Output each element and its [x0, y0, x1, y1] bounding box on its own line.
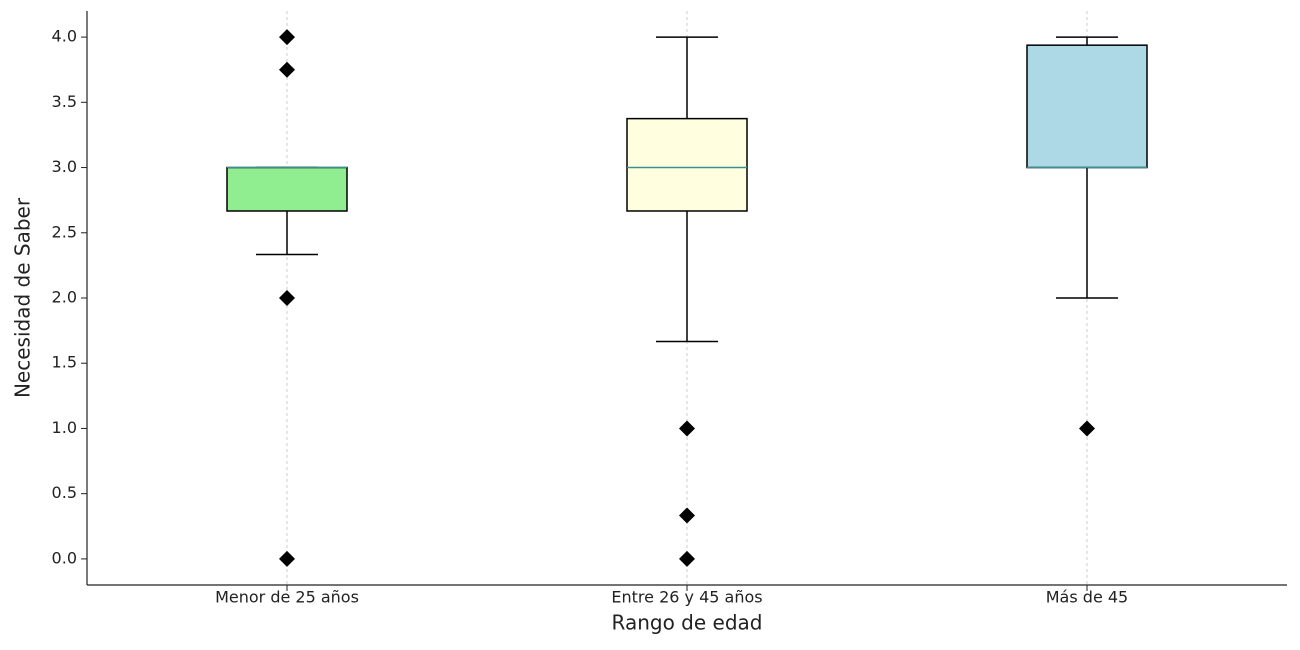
y-tick-label: 4.0 — [52, 27, 77, 46]
flier — [679, 507, 695, 524]
y-tick-label: 1.0 — [52, 418, 77, 437]
y-tick-label: 2.0 — [52, 288, 77, 307]
flier — [279, 290, 295, 306]
y-tick-label: 3.5 — [52, 92, 77, 111]
x-tick-label: Menor de 25 años — [215, 588, 359, 607]
box — [626, 117, 748, 212]
flier — [279, 61, 295, 78]
y-tick-label: 3.0 — [52, 157, 77, 176]
x-tick-label: Entre 26 y 45 años — [611, 588, 762, 607]
flier — [679, 420, 695, 437]
y-tick-label: 2.5 — [52, 222, 77, 241]
flier — [279, 550, 295, 567]
box — [226, 166, 348, 212]
x-axis-title: Rango de edad — [612, 611, 763, 635]
y-tick-label: 0.5 — [52, 483, 77, 502]
x-tick-label: Más de 45 — [1046, 588, 1128, 607]
flier — [1079, 420, 1095, 437]
y-tick-label: 1.5 — [52, 353, 77, 372]
y-axis-title: Necesidad de Saber — [11, 197, 35, 398]
flier — [279, 29, 295, 46]
flier — [679, 550, 695, 567]
box — [1026, 44, 1148, 169]
y-tick-label: 0.0 — [52, 548, 77, 567]
